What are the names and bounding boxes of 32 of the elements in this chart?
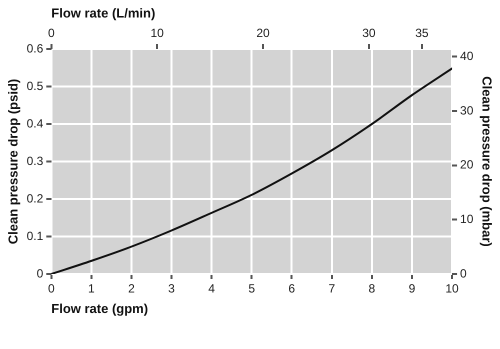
y-tick-label: 0.4	[26, 116, 44, 130]
x2-tick-label: 35	[415, 26, 429, 40]
x-tick-label: 3	[168, 282, 176, 296]
x-tick-label: 9	[408, 282, 416, 296]
x2-tick-label: 30	[362, 26, 376, 40]
y-tick-label: 0.6	[26, 41, 44, 56]
x-tick-label: 8	[368, 282, 376, 296]
x2-tick-label: 0	[48, 26, 55, 40]
x-tick-label: 10	[445, 282, 460, 296]
y2-tick-label: 40	[460, 48, 474, 63]
x-axis-title: Flow rate (gpm)	[51, 300, 148, 316]
x-tick-label: 5	[248, 282, 256, 296]
x2-tick-label: 20	[256, 26, 270, 40]
y2-tick-label: 10	[460, 212, 474, 226]
x-tick-label: 4	[208, 282, 216, 296]
y-tick-label: 0.5	[26, 78, 44, 93]
x2-axis-title: Flow rate (L/min)	[51, 5, 156, 20]
x-tick-label: 2	[128, 282, 136, 296]
x2-tick-label: 10	[150, 26, 164, 40]
y2-axis-title: Clean pressure drop (mbar)	[480, 76, 495, 247]
y-tick-label: 0	[36, 266, 44, 280]
y2-tick-label: 20	[460, 158, 474, 172]
y2-tick-label: 0	[460, 266, 468, 280]
y-axis-title: Clean pressure drop (psid)	[5, 78, 20, 244]
x-tick-label: 1	[88, 282, 96, 296]
x-tick-label: 6	[288, 282, 296, 296]
y-tick-label: 0.2	[26, 191, 44, 206]
x-tick-label: 7	[328, 282, 336, 296]
y-tick-label: 0.3	[26, 154, 44, 168]
y2-tick-label: 30	[460, 103, 474, 118]
y-tick-label: 0.1	[26, 228, 44, 243]
x-tick-label: 0	[48, 282, 55, 296]
